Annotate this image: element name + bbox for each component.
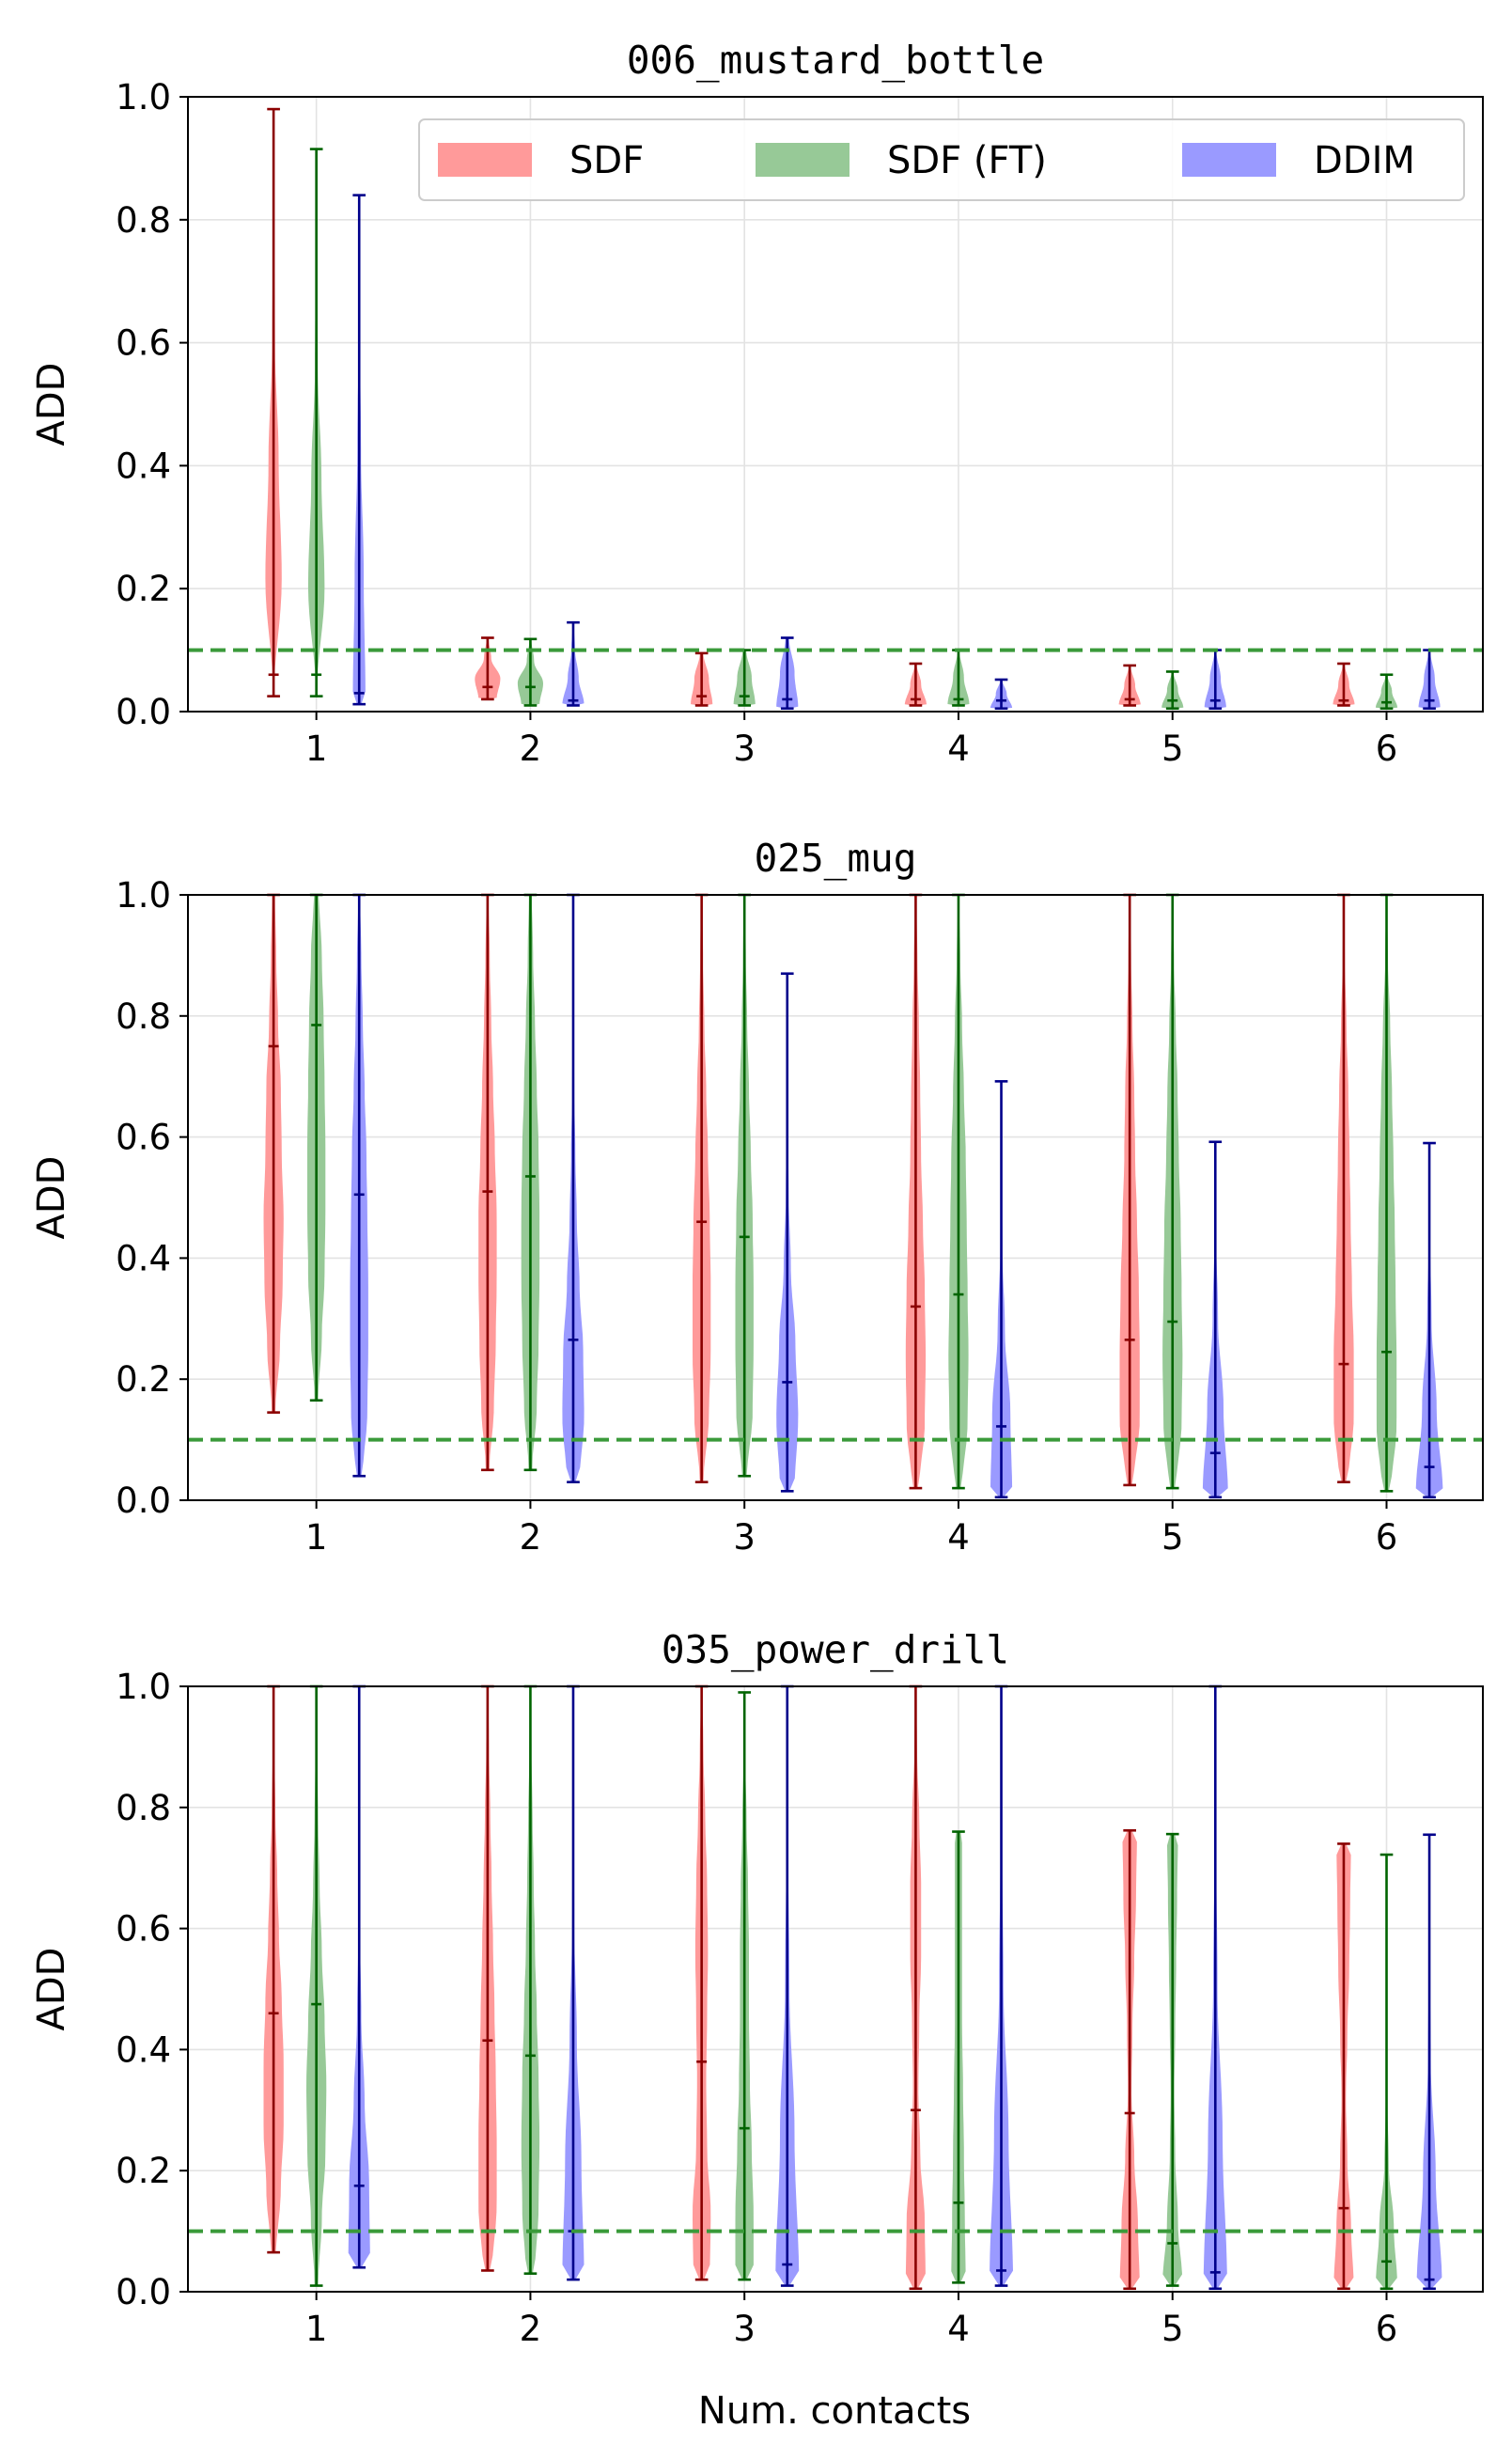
x-tick-label: 2 [520, 1517, 542, 1558]
legend-label-DDIM: DDIM [1314, 139, 1415, 182]
x-tick-label: 3 [733, 728, 756, 769]
y-tick-label: 0.2 [116, 2151, 171, 2191]
legend-swatch-SDF [438, 143, 532, 177]
y-tick-label: 0.8 [116, 1788, 171, 1828]
y-tick-label: 0.6 [116, 323, 171, 364]
panel-006_mustard_bottle: 0.0 0.2 0.4 0.6 0.8 1.0 1 2 3 4 5 6 ADD 006_mustard_b… [30, 38, 1484, 769]
y-axis-label: ADD [30, 1156, 73, 1240]
y-tick-label: 0.8 [116, 200, 171, 241]
x-tick-label: 3 [733, 1517, 756, 1558]
y-tick-label: 0.2 [116, 569, 171, 609]
x-axis-label: Num. contacts [698, 2389, 971, 2433]
y-tick-label: 1.0 [116, 875, 171, 916]
y-tick-label: 0.6 [116, 1118, 171, 1158]
x-tick-label: 2 [520, 2309, 542, 2349]
x-tick-label: 5 [1161, 728, 1184, 769]
panel-title: 006_mustard_bottle [627, 38, 1044, 83]
legend-box [418, 118, 1465, 201]
x-tick-label: 1 [305, 1517, 328, 1558]
panel-035_power_drill: 0.0 0.2 0.4 0.6 0.8 1.0 1 2 3 4 5 6 ADD 035_power_dri… [30, 1627, 1484, 2349]
plot-frame [187, 1685, 1484, 2293]
y-axis-label: ADD [30, 1948, 73, 2031]
panel-title: 035_power_drill [662, 1627, 1009, 1672]
y-tick-label: 0.4 [116, 446, 171, 486]
x-tick-label: 6 [1376, 2309, 1398, 2349]
y-tick-label: 0.4 [116, 1238, 171, 1278]
y-tick-label: 1.0 [116, 1667, 171, 1707]
panel-title: 025_mug [755, 836, 917, 881]
x-tick-label: 2 [520, 728, 542, 769]
y-tick-label: 0.8 [116, 996, 171, 1037]
legend-label-SDF (FT): SDF (FT) [887, 139, 1047, 182]
legend-swatch-SDF (FT) [756, 143, 850, 177]
x-tick-label: 6 [1376, 728, 1398, 769]
y-tick-label: 0.2 [116, 1359, 171, 1400]
x-tick-label: 5 [1161, 1517, 1184, 1558]
legend-label-SDF: SDF [569, 139, 644, 182]
y-tick-label: 1.0 [116, 77, 171, 118]
x-tick-label: 6 [1376, 1517, 1398, 1558]
y-tick-label: 0.0 [116, 692, 171, 732]
x-tick-label: 3 [733, 2309, 756, 2349]
y-tick-label: 0.6 [116, 1909, 171, 1950]
plot-frame [187, 96, 1484, 713]
x-tick-label: 5 [1161, 2309, 1184, 2349]
x-tick-label: 4 [947, 2309, 970, 2349]
y-tick-label: 0.0 [116, 2272, 171, 2312]
panel-025_mug: 0.0 0.2 0.4 0.6 0.8 1.0 1 2 3 4 5 6 ADD 025_mug [30, 836, 1484, 1558]
legend-swatch-DDIM [1182, 143, 1276, 177]
plot-frame [187, 894, 1484, 1501]
x-tick-label: 4 [947, 1517, 970, 1558]
x-tick-label: 1 [305, 2309, 328, 2349]
y-tick-label: 0.0 [116, 1480, 171, 1521]
x-tick-label: 4 [947, 728, 970, 769]
y-axis-label: ADD [30, 363, 73, 446]
x-tick-label: 1 [305, 728, 328, 769]
y-tick-label: 0.4 [116, 2029, 171, 2070]
